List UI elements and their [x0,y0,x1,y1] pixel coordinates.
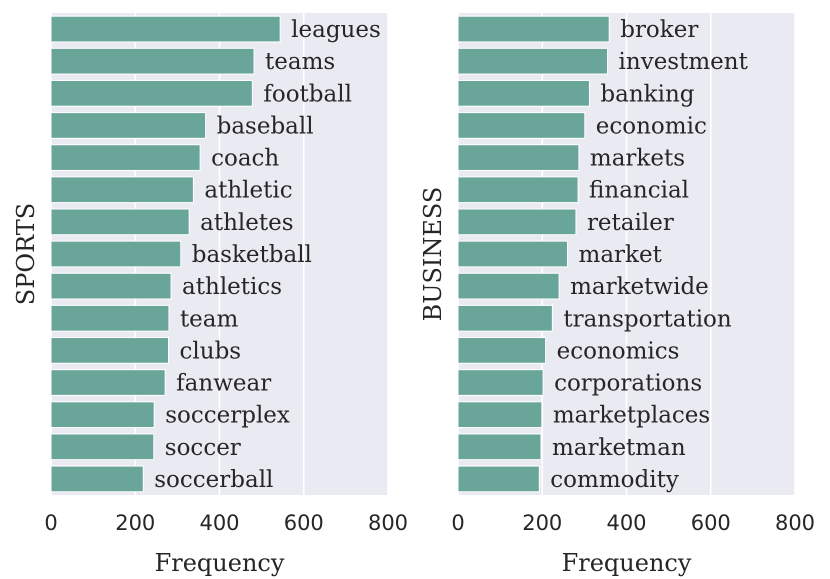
bar-label: retailer [587,210,674,236]
x-tick-label: 200 [522,511,562,535]
bar-label: coach [211,146,279,172]
bar-label: markets [590,146,685,172]
bar-label: economic [596,113,707,139]
bar-label: marketman [552,435,686,461]
bar [50,240,182,268]
bar-label: team [180,306,239,332]
bar [457,369,544,396]
bar [50,176,194,204]
bar-label: marketwide [570,274,709,300]
bar [457,176,579,204]
bar-label: marketplaces [553,403,710,429]
bar [457,47,609,75]
x-tick-label: 200 [115,511,155,535]
bar [50,208,190,236]
bar [457,112,586,139]
bar [457,208,577,236]
bar-label: market [579,242,663,268]
bar [457,433,542,461]
bar-label: commodity [550,467,679,493]
bar-label: athletics [182,274,282,300]
bar [50,401,155,429]
bar [50,304,170,332]
bar [50,337,170,364]
bar-label: basketball [192,242,312,268]
x-tick-label: 800 [775,511,815,535]
bar [457,401,543,429]
bar [457,15,610,43]
bar-label: economics [557,338,680,364]
bar-label: financial [589,178,689,204]
bar-label: athletes [200,210,293,236]
x-tick-label: 0 [451,511,464,535]
x-axis-label: Frequency [562,549,692,577]
bar-label: clubs [180,338,242,364]
bar [50,144,201,171]
x-tick-label: 400 [606,511,646,535]
bar [457,240,569,268]
bar [457,144,580,171]
x-tick-label: 600 [284,511,324,535]
panel-business: 0 200 400 600 800 broker investment banking econ… [419,13,815,577]
bar [50,272,172,300]
x-tick-label: 600 [691,511,731,535]
x-tick-label: 0 [44,511,57,535]
x-axis-label: Frequency [155,549,285,577]
bar [50,79,253,107]
bar-label: leagues [291,17,381,43]
bar-label: investment [619,49,749,75]
bar [50,433,155,461]
bar-label: broker [620,17,698,43]
bar-label: transportation [563,306,732,332]
bar [457,337,547,364]
bar [457,465,540,493]
bar [50,15,281,43]
bar [457,272,560,300]
bar [457,79,590,107]
bar-label: corporations [554,371,702,397]
bar [50,465,144,493]
x-tick-label: 400 [199,511,239,535]
y-axis-label: BUSINESS [419,187,447,322]
bar-label: soccerball [154,467,273,493]
bar [50,112,207,139]
bar [50,47,255,75]
bar-label: baseball [217,113,314,139]
panel-sports: 0 200 400 600 800 leagues teams football basebal… [12,13,408,577]
bar [457,304,553,332]
bar-label: athletic [204,178,292,204]
y-axis-label: SPORTS [12,203,40,305]
x-tick-label: 800 [368,511,408,535]
bar-label: banking [600,81,694,107]
bar-label: soccer [165,435,241,461]
bar [50,369,166,396]
bar-label: fanwear [176,371,271,397]
bar-label: soccerplex [165,403,290,429]
bar-label: football [263,81,352,107]
bar-label: teams [265,49,335,75]
